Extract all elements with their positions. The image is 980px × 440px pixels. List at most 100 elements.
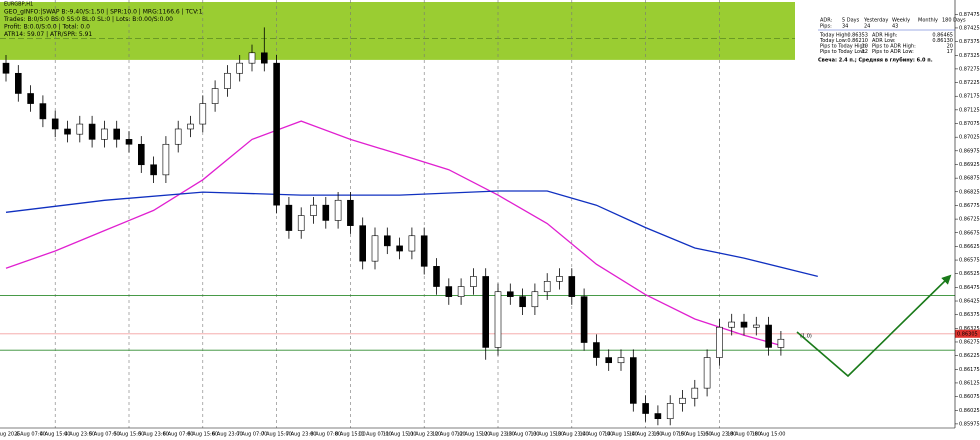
x-tick-label: 6 Aug 15:00 xyxy=(188,432,219,438)
x-tick-label: 13 Aug 07:00 xyxy=(506,432,540,438)
zone xyxy=(0,2,795,60)
y-tick-label: 0.86575 xyxy=(959,258,980,264)
x-tick-label: 14 Aug 15:00 xyxy=(604,432,638,438)
candle-body xyxy=(347,199,354,226)
candle-body xyxy=(654,413,662,420)
y-tick-label: 0.86825 xyxy=(959,189,980,195)
level-cell: ADR Low: xyxy=(872,38,896,44)
candle-body xyxy=(322,204,330,221)
adr-header: 180 Days xyxy=(942,18,966,24)
y-tick-label: 0.86975 xyxy=(959,148,980,154)
candle-body xyxy=(334,199,342,221)
y-tick-label: 0.87025 xyxy=(959,135,980,141)
candle-body xyxy=(666,403,674,420)
info-line: GEO_gINFO:|SWAP B:-9.40/S:1.50 | SPR:10.… xyxy=(4,9,203,16)
x-tick-label: 12 Aug 23:00 xyxy=(481,432,515,438)
level-cell: 0.86130 xyxy=(932,38,953,44)
y-tick-label: 0.87375 xyxy=(959,39,980,45)
candle-body xyxy=(2,62,10,74)
candle-body xyxy=(482,276,490,348)
y-tick-label: 0.87475 xyxy=(959,12,980,18)
candle-body xyxy=(752,324,760,328)
x-tick-label: 18 Aug 15:00 xyxy=(752,432,786,438)
level-cell: 0.86353 xyxy=(847,33,868,39)
adr-pips: Pips: xyxy=(820,24,832,30)
info-line: Profit: B:0.0/S:0.0 | Total: 0.0 xyxy=(4,24,90,31)
candle-body xyxy=(703,357,711,389)
adr-header: Yesterday xyxy=(863,18,888,24)
candle-body xyxy=(580,296,588,343)
y-tick-label: 0.86375 xyxy=(959,312,980,318)
candle-body xyxy=(691,387,699,399)
y-tick-label: 0.86725 xyxy=(959,217,980,223)
level-cell: 10 xyxy=(862,44,868,50)
x-tick-label: 5 Aug 07:00 xyxy=(89,432,120,438)
x-tick-label: 4 Aug 23:00 xyxy=(65,432,96,438)
candle-body xyxy=(642,403,649,414)
x-tick-label: 11 Aug 07:00 xyxy=(358,432,392,438)
candle-body xyxy=(457,286,465,297)
candle-body xyxy=(470,276,477,287)
x-tick-label: 14 Aug 23:00 xyxy=(629,432,663,438)
x-tick-label: 13 Aug 23:00 xyxy=(555,432,589,438)
candle-body xyxy=(138,143,145,166)
y-tick-label: 0.85975 xyxy=(959,421,980,427)
candle-body xyxy=(408,235,416,252)
x-tick-label: 4 Aug 07:00 xyxy=(15,432,46,438)
x-tick-label: 8 Aug 15:00 xyxy=(335,432,366,438)
x-tick-label: 18 Aug 07:00 xyxy=(727,432,761,438)
info-panel: GEO_gINFO:|SWAP B:-9.40/S:1.50 | SPR:10.… xyxy=(3,9,203,39)
candle-body xyxy=(211,88,219,104)
candle-body xyxy=(15,72,22,94)
candle-body xyxy=(113,128,120,140)
candle-body xyxy=(187,123,194,130)
y-tick-label: 0.86425 xyxy=(959,299,980,305)
y-tick-label: 0.86175 xyxy=(959,367,980,373)
x-tick-label: 15 Aug 15:00 xyxy=(678,432,712,438)
candle-body xyxy=(248,52,256,64)
candle-body xyxy=(568,276,576,297)
x-tick-label: 14 Aug 07:00 xyxy=(580,432,614,438)
level-cell: 17 xyxy=(947,49,953,55)
x-tick-label: 1 Aug 2025 xyxy=(0,432,20,438)
x-tick-label: 15 Aug 07:00 xyxy=(653,432,687,438)
moving-average xyxy=(5,120,782,347)
level-cell: ADR High: xyxy=(872,33,898,39)
candle-body xyxy=(506,291,514,297)
x-tick-label: 13 Aug 15:00 xyxy=(530,432,564,438)
x-tick-label: 11 Aug 15:00 xyxy=(383,432,417,438)
candle-body xyxy=(556,276,563,282)
x-tick-label: 7 Aug 23:00 xyxy=(286,432,317,438)
candle-body xyxy=(199,103,207,125)
y-tick-label: 0.86275 xyxy=(959,339,980,345)
candle-body xyxy=(519,296,526,308)
candle-body xyxy=(162,143,170,176)
price-tag xyxy=(955,329,980,338)
x-tick-label: 12 Aug 15:00 xyxy=(457,432,491,438)
x-tick-label: 5 Aug 23:00 xyxy=(138,432,169,438)
info-line: ATR14: 59.07 | ATR/SPR: 5.91 xyxy=(4,31,92,38)
candle-body xyxy=(371,235,379,262)
candle-body xyxy=(396,245,403,252)
y-tick-label: 0.87325 xyxy=(959,53,980,59)
candle-body xyxy=(150,164,157,176)
price-tag-label: 0.86305 xyxy=(957,331,978,337)
candle-body xyxy=(39,103,47,120)
y-tick-label: 0.86875 xyxy=(959,176,980,182)
candle-body xyxy=(728,321,736,328)
candle-body xyxy=(310,204,317,216)
level-cell: Today Low: xyxy=(819,38,848,44)
x-tick-label: 12 Aug 07:00 xyxy=(432,432,466,438)
adr-pips: 34 xyxy=(842,24,848,30)
y-tick-label: 0.87125 xyxy=(959,107,980,113)
candle-body xyxy=(543,281,551,293)
candle-body xyxy=(777,338,785,348)
candle-body xyxy=(593,342,600,358)
candle-body xyxy=(494,291,502,348)
candle-body xyxy=(174,128,182,145)
y-tick-label: 0.86325 xyxy=(959,326,980,332)
candle-body xyxy=(88,123,96,140)
level-cell: Pips to ADR Low: xyxy=(872,49,914,55)
